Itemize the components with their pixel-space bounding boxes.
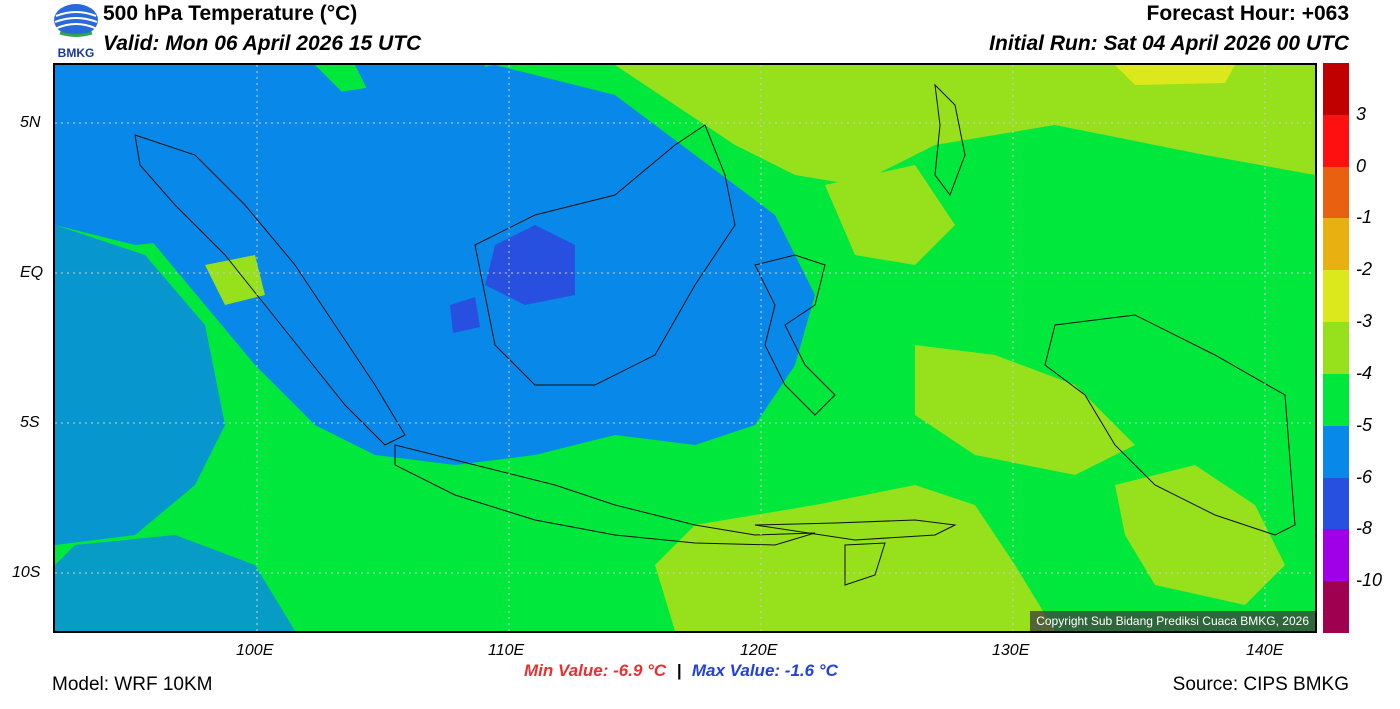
colorbar-label: -4: [1356, 362, 1373, 383]
colorbar-label: -10: [1356, 570, 1383, 591]
colorbar-label: -5: [1356, 414, 1373, 435]
colorbar-segment: [1323, 166, 1349, 219]
colorbar-segment: [1323, 477, 1349, 530]
colorbar-label: 0: [1356, 155, 1367, 176]
lon-label-110e: 110E: [488, 642, 525, 659]
colorbar-segment: [1323, 270, 1349, 323]
map-field: [55, 65, 1315, 631]
lat-label-eq: EQ: [20, 264, 44, 281]
colorbar-segment: [1323, 373, 1349, 427]
lon-label-100e: 100E: [236, 642, 274, 659]
colorbar-segment: [1323, 322, 1349, 375]
copyright-notice: Copyright Sub Bidang Prediksi Cuaca BMKG…: [1030, 611, 1315, 631]
lon-label-120e: 120E: [740, 642, 778, 659]
stats-separator: |: [676, 661, 682, 680]
model-info: Model: WRF 10KM: [52, 674, 213, 695]
chart-title: 500 hPa Temperature (°C): [103, 2, 358, 25]
valid-time: Valid: Mon 06 April 2026 15 UTC: [103, 32, 422, 55]
lat-label-5n: 5N: [20, 114, 41, 131]
colorbar-segment: [1323, 529, 1349, 582]
lon-label-140e: 140E: [1246, 642, 1284, 659]
forecast-hour: Forecast Hour: +063: [1146, 2, 1350, 25]
lat-label-5s: 5S: [20, 414, 40, 431]
min-max-values: Min Value: -6.9 °C | Max Value: -1.6 °C: [524, 661, 838, 681]
lat-label-10s: 10S: [12, 564, 41, 581]
lon-label-130e: 130E: [992, 642, 1030, 659]
colorbar-segment: [1323, 114, 1349, 168]
colorbar-label: -8: [1356, 518, 1373, 539]
colorbar-label: -6: [1356, 466, 1373, 487]
colorbar-label: 3: [1356, 103, 1367, 124]
max-value: Max Value: -1.6 °C: [691, 661, 838, 680]
colorbar-label: -2: [1356, 259, 1373, 280]
initial-run: Initial Run: Sat 04 April 2026 00 UTC: [989, 32, 1349, 55]
temperature-map: Copyright Sub Bidang Prediksi Cuaca BMKG…: [53, 63, 1317, 633]
logo-text: BMKG: [57, 46, 95, 60]
bmkg-logo: BMKG: [52, 2, 100, 60]
source-info: Source: CIPS BMKG: [1172, 674, 1349, 695]
colorbar-label: -1: [1356, 207, 1373, 228]
colorbar-segment: [1323, 63, 1349, 116]
colorbar-segment: [1323, 218, 1349, 271]
colorbar-segment: [1323, 581, 1349, 634]
min-value: Min Value: -6.9 °C: [524, 661, 667, 680]
colorbar-segment: [1323, 425, 1349, 479]
color-legend-bar: [1323, 63, 1349, 634]
colorbar-label: -3: [1356, 311, 1373, 332]
